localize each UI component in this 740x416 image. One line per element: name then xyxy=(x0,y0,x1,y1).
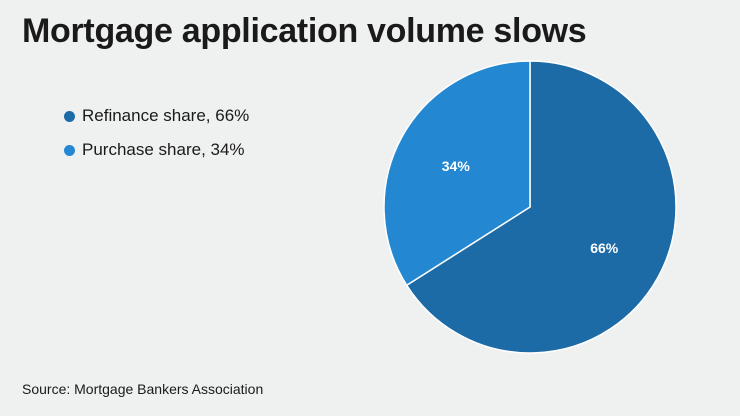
legend-label-purchase: Purchase share, 34% xyxy=(82,140,245,159)
legend-item-purchase: Purchase share, 34% xyxy=(64,138,249,162)
legend-label-refinance: Refinance share, 66% xyxy=(82,106,250,125)
legend-item-refinance: Refinance share, 66% xyxy=(64,104,249,128)
legend-swatch-purchase xyxy=(64,144,75,156)
source-note: Source: Mortgage Bankers Association xyxy=(22,381,264,397)
legend-swatch-refinance xyxy=(64,110,75,122)
legend: Refinance share, 66% Purchase share, 34% xyxy=(64,104,249,172)
chart-title: Mortgage application volume slows xyxy=(22,12,587,50)
pie-label-purchase: 34% xyxy=(442,158,471,174)
pie-label-refinance: 66% xyxy=(590,240,619,256)
pie-slice-purchase xyxy=(383,60,531,287)
pie-slice-refinance xyxy=(405,60,677,354)
